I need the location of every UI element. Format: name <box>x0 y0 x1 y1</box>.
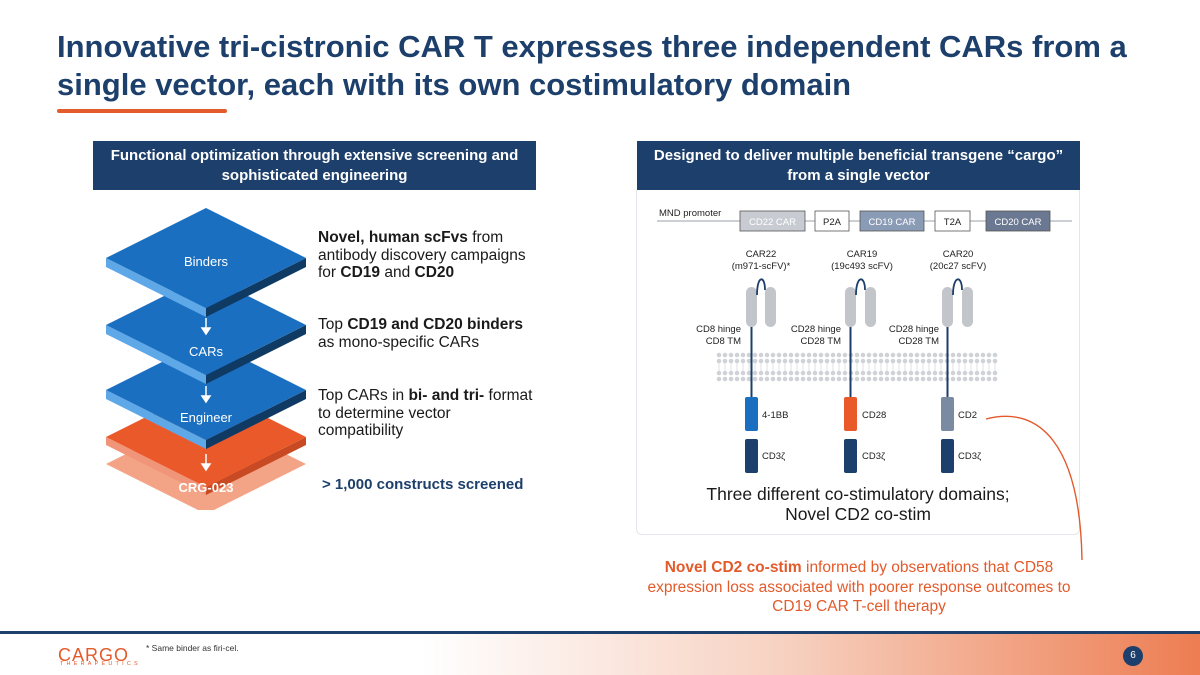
car22-hinge: CD8 hinge <box>696 324 741 335</box>
car22-tm: CD8 TM <box>706 336 741 347</box>
right-panel-box <box>636 190 1080 535</box>
car19-name: CAR19 <box>847 249 878 260</box>
footer-line <box>0 631 1200 634</box>
constructs-screened: > 1,000 constructs screened <box>322 476 524 493</box>
layer-label-crg023: CRG-023 <box>179 480 234 495</box>
car20-scfv: (20c27 scFV) <box>930 261 987 272</box>
vector-segment-p2a: P2A <box>814 210 850 232</box>
down-arrows <box>200 318 212 472</box>
svg-text:CD22 CAR: CD22 CAR <box>749 217 796 228</box>
car-construct-diagram: MND promoter CD22 CAR P2A CD19 CAR T2A C… <box>657 208 1072 473</box>
car22-costim: 4-1BB <box>762 410 788 421</box>
cd2-note: Novel CD2 co-stim informed by observatio… <box>647 559 1071 615</box>
callout-arrow <box>985 415 1083 561</box>
car20-name: CAR20 <box>943 249 974 260</box>
slide-title: Innovative tri-cistronic CAR T expresses… <box>57 29 1127 102</box>
layer-label-engineer: Engineer <box>180 410 233 425</box>
page-number: 6 <box>1123 646 1143 666</box>
footer-gradient <box>0 634 1200 675</box>
car20-signal: CD3ζ <box>958 451 982 462</box>
car22-scfv: (m971-scFV)* <box>732 261 791 272</box>
layer-label-binders: Binders <box>184 254 229 269</box>
costim-caption: Three different co-stimulatory domains; … <box>706 484 1010 524</box>
car19-tm: CD28 TM <box>801 336 842 347</box>
layer-binders: Binders <box>106 208 306 317</box>
left-panel-header: Functional optimization through extensiv… <box>93 141 536 190</box>
svg-text:T2A: T2A <box>944 217 962 228</box>
cargo-logo: CARGO <box>58 645 130 665</box>
vector-segment-cd22: CD22 CAR <box>739 210 806 232</box>
cell-membrane <box>716 352 998 382</box>
car19-costim: CD28 <box>862 410 886 421</box>
mnd-promoter-label: MND promoter <box>659 208 721 219</box>
svg-text:CD20 CAR: CD20 CAR <box>995 217 1042 228</box>
description-binders: Novel, human scFvs from antibody discove… <box>318 229 526 281</box>
screening-funnel-diagram: CRG-023 Engineer CARs Binders <box>106 208 306 510</box>
car19-scfv: (19c493 scFV) <box>831 261 893 272</box>
vector-segment-t2a: T2A <box>934 210 971 232</box>
cargo-logo-subtitle: THERAPEUTICS <box>60 661 141 667</box>
car22-signal: CD3ζ <box>762 451 786 462</box>
right-panel-header: Designed to deliver multiple beneficial … <box>637 141 1080 190</box>
title-underline <box>57 109 227 113</box>
description-engineer: Top CARs in bi- and tri- format to deter… <box>318 387 533 439</box>
description-cars: Top CD19 and CD20 binders as mono-specif… <box>318 316 524 351</box>
car-construct-car19: CAR19 (19c493 scFV) CD28 hinge CD28 TM C… <box>791 249 893 473</box>
car22-name: CAR22 <box>746 249 777 260</box>
svg-text:P2A: P2A <box>823 217 842 228</box>
car-construct-car22: CAR22 (m971-scFV)* CD8 hinge CD8 TM 4-1B… <box>696 249 791 473</box>
car19-hinge: CD28 hinge <box>791 324 841 335</box>
svg-text:CD19 CAR: CD19 CAR <box>869 217 916 228</box>
car20-hinge: CD28 hinge <box>889 324 939 335</box>
car-construct-car20: CAR20 (20c27 scFV) CD28 hinge CD28 TM CD… <box>889 249 986 473</box>
car19-signal: CD3ζ <box>862 451 886 462</box>
layer-label-cars: CARs <box>189 344 223 359</box>
car20-costim: CD2 <box>958 410 977 421</box>
footnote: * Same binder as firi-cel. <box>146 643 239 653</box>
vector-segment-cd19: CD19 CAR <box>859 210 925 232</box>
car20-tm: CD28 TM <box>899 336 940 347</box>
vector-segment-cd20: CD20 CAR <box>985 210 1051 232</box>
